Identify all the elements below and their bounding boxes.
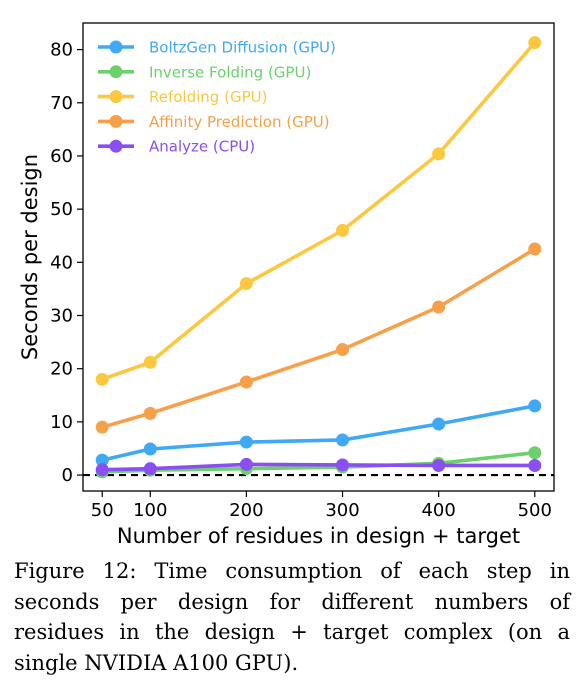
y-tick-label: 0: [62, 465, 73, 486]
legend-entry-label: BoltzGen Diffusion (GPU): [149, 39, 336, 57]
data-point: [95, 372, 109, 386]
series-line: [101, 247, 536, 429]
legend-swatch-marker: [109, 40, 123, 54]
series-line: [102, 462, 535, 472]
data-point: [528, 446, 542, 460]
y-tick-label: 80: [50, 40, 73, 61]
x-axis-label: Number of residues in design + target: [117, 524, 520, 548]
data-point: [143, 442, 157, 456]
legend-swatch-marker: [109, 114, 123, 128]
axes-layer: 0 10 20 30 40 50 60 70 80 50 100 200 300 400 500: [50, 22, 555, 521]
y-tick-label: 10: [50, 412, 73, 433]
legend-entry-label: Inverse Folding (GPU): [149, 63, 311, 81]
data-point: [432, 417, 446, 431]
data-point: [239, 375, 253, 389]
data-point: [336, 458, 350, 472]
x-tick-label: 400: [421, 500, 455, 521]
series-line: [101, 404, 536, 462]
data-point: [528, 242, 542, 256]
line-chart: 0 10 20 30 40 50 60 70 80 50 100 200 300 400 500 Boltz…: [18, 22, 555, 548]
legend-entry-label: Affinity Prediction (GPU): [149, 113, 330, 131]
figure-caption: Figure 12: Time consumption of each step…: [14, 559, 570, 675]
x-tick-label: 300: [325, 500, 359, 521]
series-group: [95, 36, 542, 386]
data-point: [239, 435, 253, 449]
data-point: [95, 453, 109, 467]
data-point: [239, 277, 253, 291]
y-axis-label: Seconds per design: [18, 154, 42, 360]
series-line: [101, 41, 537, 382]
data-point: [336, 343, 350, 357]
data-point: [528, 399, 542, 413]
data-point: [432, 147, 446, 161]
data-point: [95, 463, 109, 477]
data-point: [143, 462, 157, 476]
data-point: [528, 36, 542, 50]
data-point: [95, 420, 109, 434]
data-point: [336, 223, 350, 237]
x-tick-label: 50: [91, 500, 114, 521]
y-tick-label: 60: [50, 146, 73, 167]
y-tick-label: 70: [50, 93, 73, 114]
data-point: [143, 406, 157, 420]
y-tick-label: 30: [50, 306, 73, 327]
legend-swatch-marker: [109, 139, 123, 153]
y-tick-label: 40: [50, 252, 73, 273]
data-point: [432, 458, 446, 472]
series-group: [95, 242, 542, 434]
legend-swatch-marker: [109, 90, 123, 104]
data-point: [336, 433, 350, 447]
series-group: [95, 446, 542, 479]
y-tick-label: 50: [50, 199, 73, 220]
data-point: [528, 458, 542, 472]
legend-swatch-marker: [109, 65, 123, 79]
x-tick-label: 500: [518, 500, 552, 521]
data-point: [239, 457, 253, 471]
plot-frame: [82, 22, 555, 492]
data-point: [143, 355, 157, 369]
legend-entry-label: Refolding (GPU): [149, 88, 267, 106]
x-tick-label: 100: [133, 500, 167, 521]
data-point: [432, 300, 446, 314]
y-tick-label: 20: [50, 359, 73, 380]
series-layer: [95, 36, 542, 479]
series-group: [95, 399, 542, 467]
x-tick-label: 200: [229, 500, 263, 521]
legend-entry-label: Analyze (CPU): [149, 138, 255, 156]
legend: BoltzGen Diffusion (GPU) Inverse Folding …: [98, 39, 336, 156]
series-group: [95, 457, 542, 477]
